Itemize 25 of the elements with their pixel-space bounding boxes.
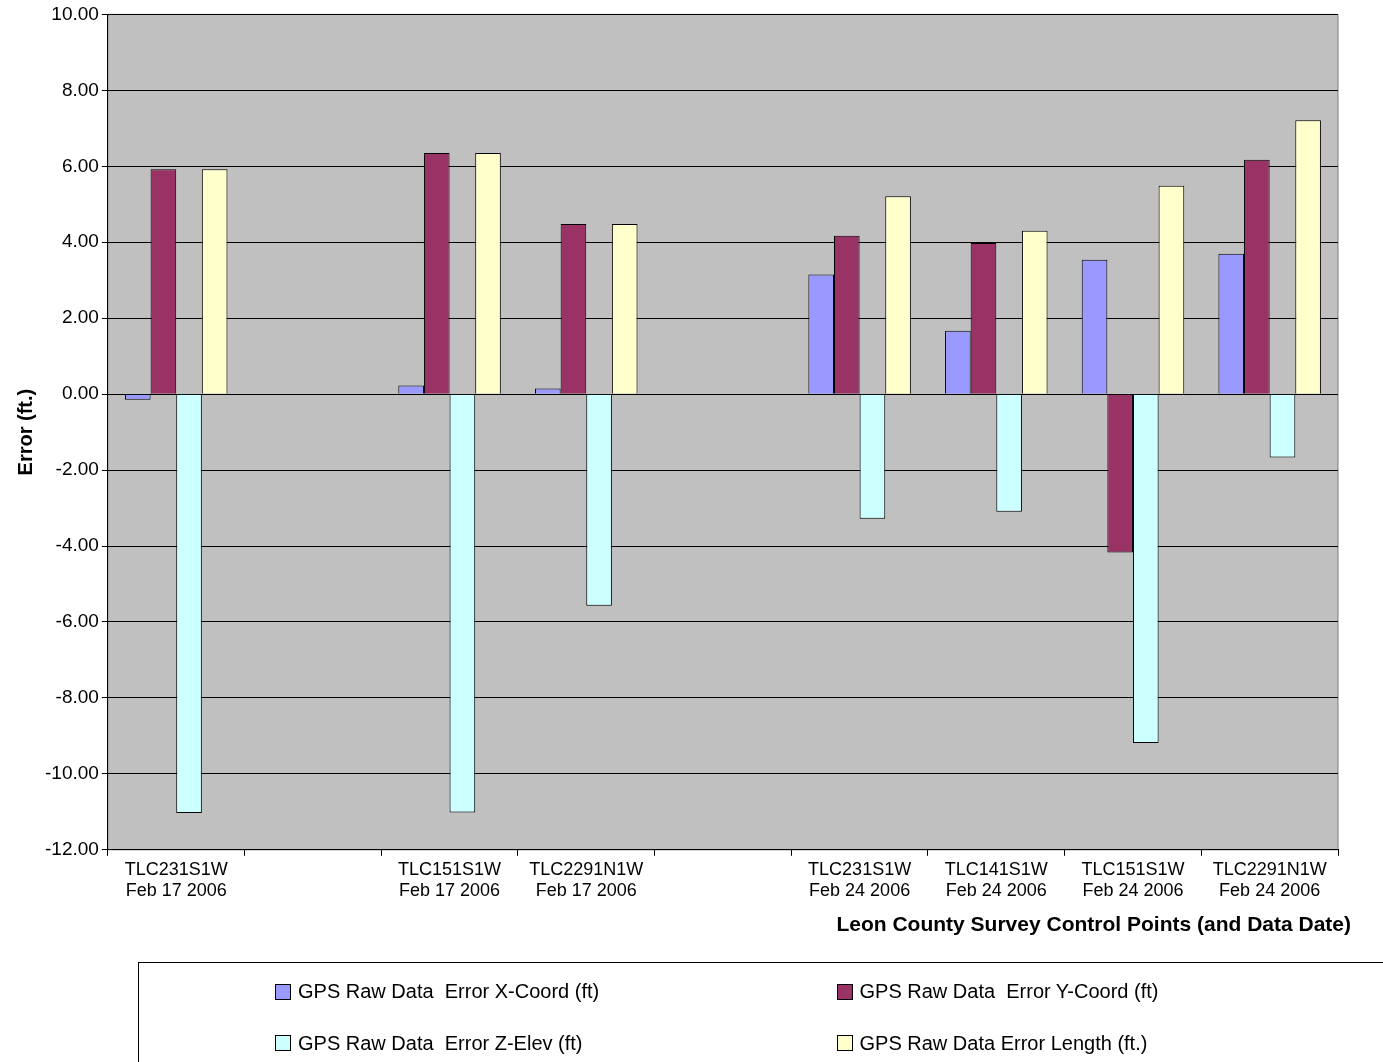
legend-label: GPS Raw Data Error X-Coord (ft) [298, 980, 600, 1004]
x-axis-title: Leon County Survey Control Points (and Data Date) [836, 912, 1351, 936]
y-tick-label: -12.00 [45, 838, 99, 860]
x-tick-label: TLC141S1W Feb 24 2006 [944, 858, 1048, 901]
x-tick-label: TLC151S1W Feb 17 2006 [398, 858, 502, 901]
y-tick-label: 8.00 [61, 78, 99, 100]
y-tick-label: 10.00 [51, 2, 99, 24]
y-tick-label: 6.00 [61, 154, 99, 176]
y-tick-label: -10.00 [45, 762, 99, 784]
legend-label: GPS Raw Data Error Length (ft.) [859, 1031, 1148, 1055]
x-tick-label: TLC231S1W Feb 24 2006 [808, 858, 912, 901]
y-tick-label: -8.00 [55, 686, 99, 708]
x-tick-label: TLC2291N1W Feb 17 2006 [529, 858, 644, 901]
x-tick-label: TLC151S1W Feb 24 2006 [1081, 858, 1185, 901]
y-tick-label: 2.00 [61, 306, 99, 328]
y-tick-label: -6.00 [55, 610, 99, 632]
y-tick-label: 0.00 [61, 382, 99, 404]
y-tick-label: -2.00 [55, 458, 99, 480]
x-tick-label: TLC231S1W Feb 17 2006 [124, 858, 228, 901]
x-tick-label: TLC2291N1W Feb 24 2006 [1212, 858, 1327, 901]
legend-label: GPS Raw Data Error Z-Elev (ft) [298, 1031, 583, 1055]
y-tick-label: -4.00 [55, 534, 99, 556]
legend-label: GPS Raw Data Error Y-Coord (ft) [859, 980, 1159, 1004]
y-tick-label: 4.00 [61, 230, 99, 252]
y-axis-title: Error (ft.) [13, 388, 36, 476]
